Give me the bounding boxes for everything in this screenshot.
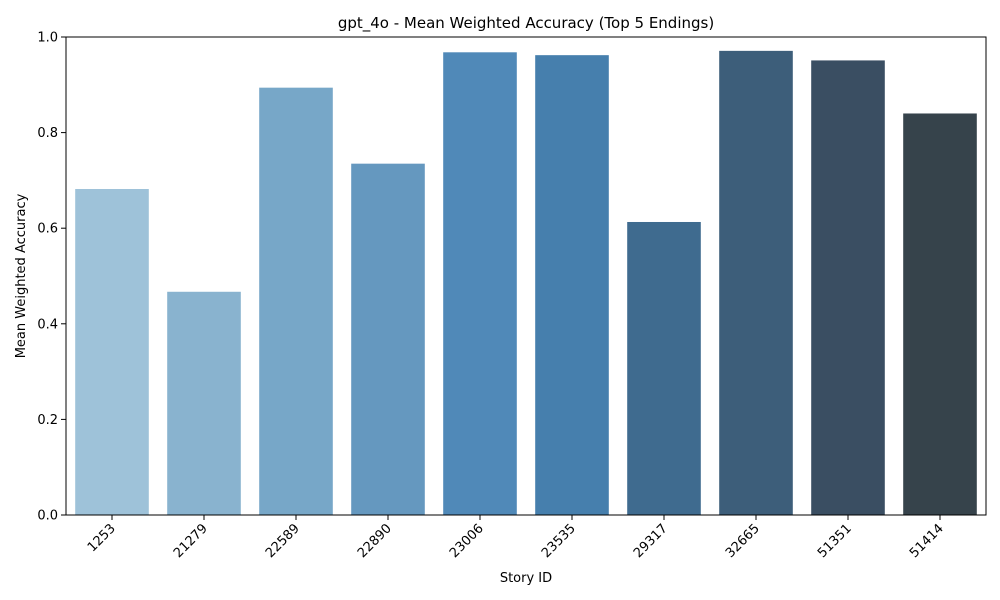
bar-21279	[167, 291, 241, 515]
bar-32665	[719, 50, 793, 515]
y-tick-label: 1.0	[37, 31, 58, 46]
bar-23535	[535, 55, 609, 515]
y-axis-label: Mean Weighted Accuracy	[14, 193, 29, 358]
plot-frame	[65, 36, 987, 516]
x-tick-label: 22589	[263, 521, 303, 561]
x-tick-label: 29317	[631, 521, 671, 561]
x-tick-label: 32665	[723, 521, 763, 561]
x-tick-label: 51414	[907, 521, 947, 561]
x-axis: 1253 21279 22589 22890 23006 23535 29317 32665 5…	[85, 515, 947, 561]
bar-29317	[627, 221, 701, 515]
x-tick-label: 1253	[85, 521, 119, 555]
bar-51351	[811, 60, 885, 516]
bar-22890	[351, 163, 425, 516]
y-axis: 0.0 0.2 0.4 0.6 0.8 1.0	[37, 31, 66, 524]
x-tick-label: 22890	[355, 521, 395, 561]
bar-22589	[259, 87, 333, 515]
bars-group	[75, 50, 977, 516]
bar-51414	[903, 113, 977, 515]
y-tick-label: 0.0	[37, 509, 58, 524]
x-tick-label: 23006	[447, 521, 487, 561]
y-tick-label: 0.8	[37, 126, 58, 141]
x-tick-label: 23535	[539, 521, 579, 561]
x-tick-label: 51351	[815, 521, 855, 561]
x-axis-label: Story ID	[500, 571, 552, 586]
y-tick-label: 0.6	[37, 222, 58, 237]
bar-23006	[443, 52, 517, 516]
y-tick-label: 0.2	[37, 413, 58, 428]
x-tick-label: 21279	[171, 521, 211, 561]
bar-1253	[75, 189, 149, 515]
y-tick-label: 0.4	[37, 317, 58, 332]
chart-title: gpt_4o - Mean Weighted Accuracy (Top 5 E…	[338, 14, 714, 33]
